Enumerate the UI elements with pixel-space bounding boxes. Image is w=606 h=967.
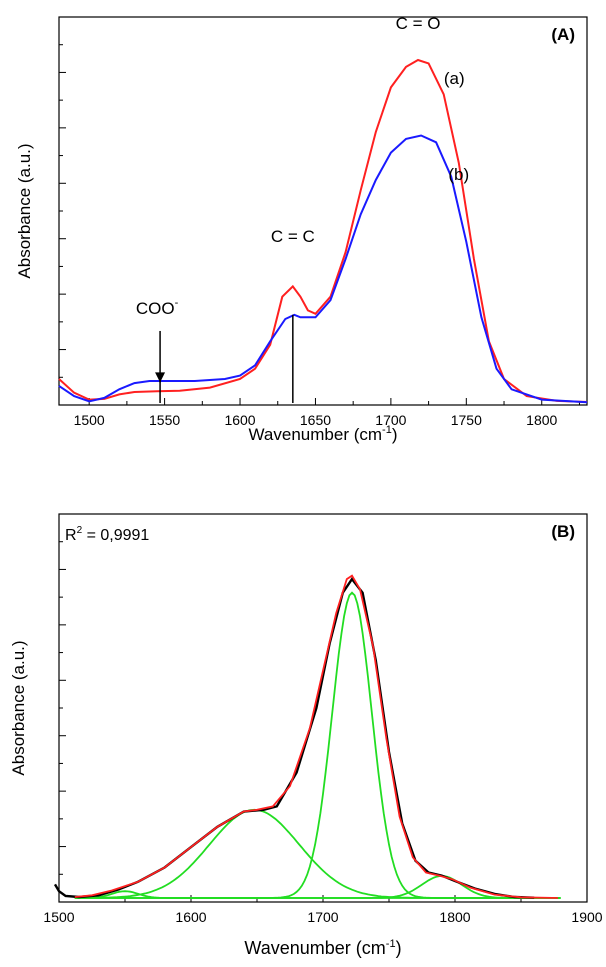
panel-b-ticks: 1500 1600 1700 1800 1900	[43, 541, 603, 925]
x-tick-label: 1900	[571, 909, 602, 925]
annotation-text: (b)	[448, 165, 469, 184]
x-tick-label: 1800	[526, 412, 557, 428]
fit-quality-sup: 2	[77, 525, 83, 536]
panel-a-label: (A)	[551, 25, 575, 44]
x-tick-label: 1700	[307, 909, 338, 925]
panel-a-ylabel: Absorbance (a.u.)	[15, 143, 34, 278]
x-tick-label: 1500	[43, 909, 74, 925]
panel-a-xlabel-sup: -1	[382, 424, 392, 436]
series-line-a	[58, 58, 588, 403]
x-tick-label: 1500	[74, 412, 105, 428]
coo-arrowhead	[155, 372, 166, 383]
annotation-text: C = O	[396, 14, 441, 33]
annotation-text: C = C	[271, 227, 315, 246]
panel-a-xlabel: Wavenumber (cm-1)	[249, 424, 398, 444]
annotation-label: (a)	[444, 69, 465, 88]
x-tick-label: 1750	[451, 412, 482, 428]
panel-a-markers	[155, 314, 294, 403]
x-tick-label: 1550	[149, 412, 180, 428]
x-tick-label: 1700	[375, 412, 406, 428]
fit-quality-r: R	[65, 527, 77, 544]
panel-b-xlabel-end: )	[396, 938, 402, 958]
panel-a-chart: 1500 1550 1600 1650 1700 1750 1800 C = O (a) (b)…	[15, 14, 588, 444]
series-line-b	[58, 134, 588, 404]
annotation-label: C = O	[396, 14, 441, 33]
x-tick-label: 1600	[224, 412, 255, 428]
x-tick-label: 1650	[300, 412, 331, 428]
fit-quality-value: = 0,9991	[82, 527, 149, 544]
annotation-text: COO	[136, 299, 175, 318]
annotation-text: (a)	[444, 69, 465, 88]
fit-quality-label: R2 = 0,9991	[65, 525, 149, 544]
x-tick-label: 1600	[175, 909, 206, 925]
x-tick-label: 1800	[439, 909, 470, 925]
annotation-label: C = C	[271, 227, 315, 246]
panel-a-xlabel-main: Wavenumber (cm	[249, 425, 383, 444]
panel-a-series	[58, 58, 588, 404]
panel-a-ticks: 1500 1550 1600 1650 1700 1750 1800	[59, 44, 580, 428]
panel-a-annotations: C = O (a) (b) C = C COO-	[136, 14, 469, 318]
annotation-label: (b)	[448, 165, 469, 184]
fitted-spectrum-line	[74, 574, 559, 899]
component-peak-4	[74, 875, 561, 899]
panel-b-chart: 1500 1600 1700 1800 1900 (B) R2 = 0,9991 Abs…	[9, 513, 603, 958]
panel-b-ylabel: Absorbance (a.u.)	[9, 640, 28, 775]
panel-b-label: (B)	[551, 522, 575, 541]
annotation-sup: -	[175, 297, 179, 309]
panel-a-xlabel-end: )	[392, 425, 398, 444]
panel-b-xlabel: Wavenumber (cm-1)	[244, 938, 401, 958]
panel-b-xlabel-sup: -1	[386, 938, 396, 950]
annotation-label: COO-	[136, 297, 179, 318]
panel-b-series	[53, 574, 561, 899]
panel-b-xlabel-main: Wavenumber (cm	[244, 938, 385, 958]
